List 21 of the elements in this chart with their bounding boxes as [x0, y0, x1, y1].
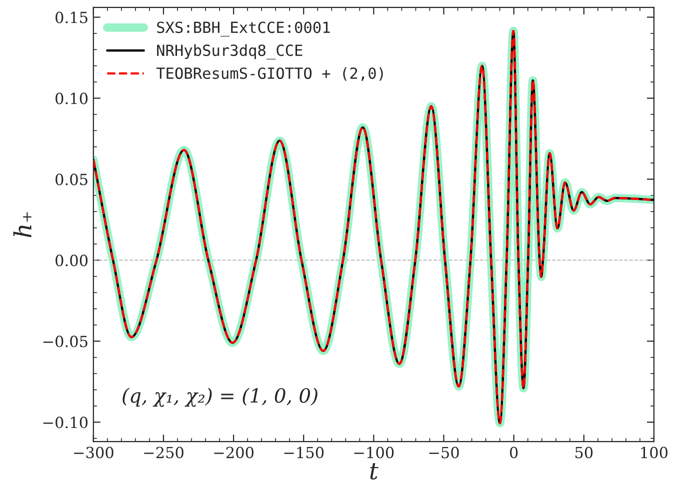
- legend-label: NRHybSur3dq8_CCE: [157, 44, 302, 60]
- x-tick-label: 0: [510, 446, 518, 458]
- y-tick-label: −0.05: [43, 336, 88, 348]
- legend-label: TEOBResumS-GIOTTO + (2,0): [156, 67, 383, 81]
- y-axis-title: h₊: [13, 212, 32, 238]
- annotation: (q, χ₁, χ₂) = (1, 0, 0): [122, 388, 318, 407]
- legend-label: SXS:BBH_ExtCCE:0001: [157, 22, 330, 37]
- y-tick-label: 0.00: [56, 254, 88, 266]
- y-tick-label: 0.15: [56, 12, 88, 24]
- y-tick-label: 0.10: [56, 92, 88, 104]
- x-tick-label: −150: [284, 446, 324, 458]
- x-tick-label: −200: [214, 446, 254, 458]
- x-tick-label: 50: [575, 446, 593, 458]
- x-tick-label: −50: [429, 446, 459, 458]
- y-tick-label: −0.10: [43, 416, 88, 428]
- y-tick-label: 0.05: [56, 174, 88, 186]
- x-tick-label: −250: [144, 446, 184, 458]
- x-tick-label: 100: [641, 446, 668, 458]
- x-tick-label: −100: [354, 446, 394, 458]
- x-tick-label: −300: [74, 446, 114, 458]
- x-axis-title: t: [370, 463, 378, 480]
